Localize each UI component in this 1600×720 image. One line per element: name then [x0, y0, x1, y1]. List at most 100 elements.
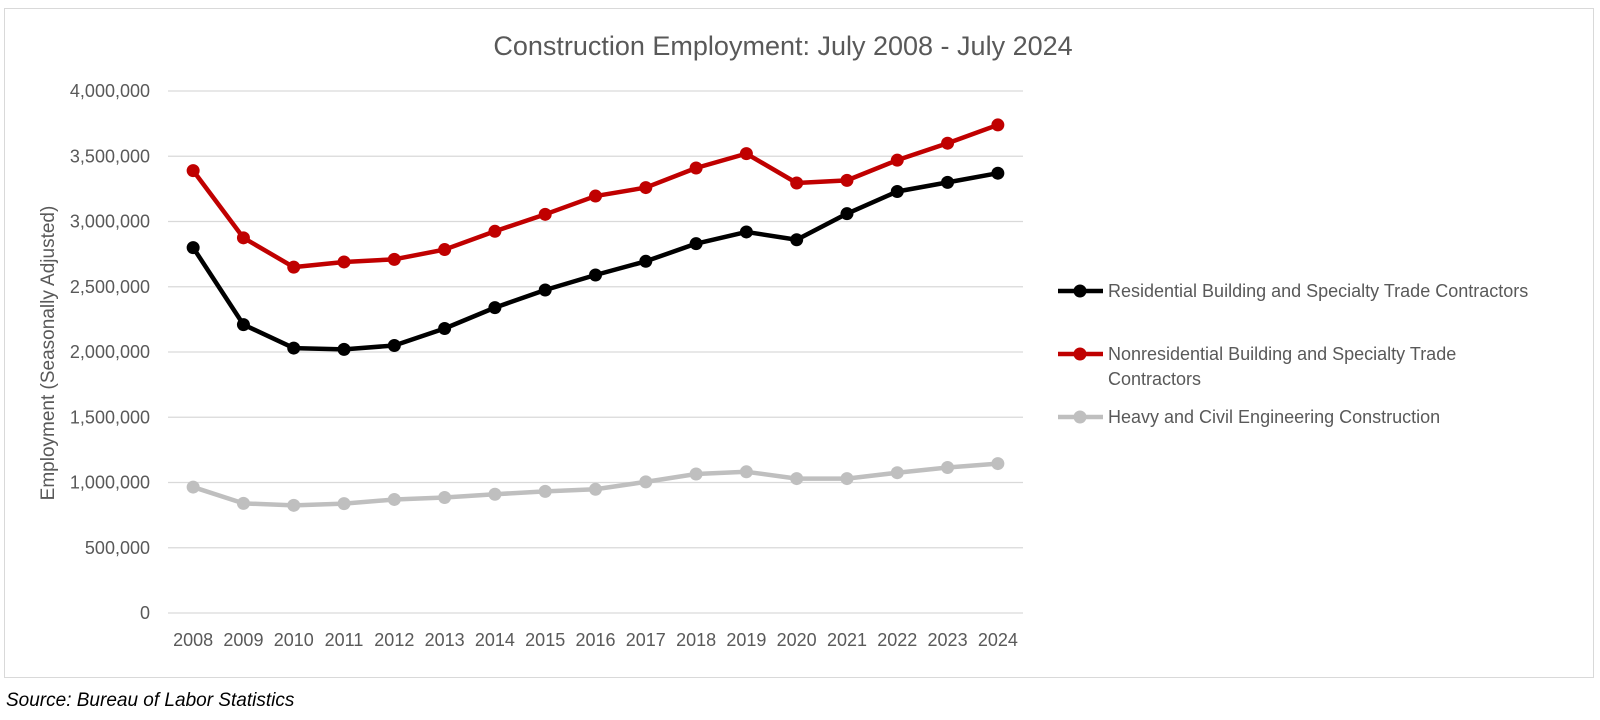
data-point: [991, 166, 1005, 180]
data-point: [186, 164, 200, 178]
data-point: [589, 268, 602, 282]
data-point: [337, 255, 351, 269]
data-point: [589, 482, 602, 496]
legend-item: Nonresidential Building and Specialty Tr…: [1058, 344, 1456, 389]
x-tick-label: 2010: [274, 630, 314, 650]
data-point: [387, 492, 401, 506]
data-point: [438, 322, 452, 336]
x-tick-label: 2013: [425, 630, 465, 650]
data-point: [991, 457, 1005, 471]
data-point: [739, 465, 753, 479]
legend-swatch-marker: [1073, 410, 1087, 424]
x-tick-label: 2011: [325, 630, 364, 650]
data-point: [438, 243, 452, 257]
data-point: [589, 189, 602, 203]
data-point: [387, 252, 401, 266]
data-point: [186, 480, 200, 494]
data-point: [840, 472, 854, 486]
y-tick-label: 3,000,000: [70, 212, 150, 232]
legend: Residential Building and Specialty Trade…: [1058, 281, 1528, 427]
data-point: [438, 491, 452, 505]
data-point: [941, 460, 955, 474]
data-point: [387, 338, 401, 352]
data-point: [790, 233, 804, 247]
data-point: [488, 224, 502, 238]
data-point: [840, 207, 854, 221]
x-axis-ticks: 2008 2009 2010 2011 2012 2013 2014 2015 2016 2017…: [173, 630, 1018, 650]
data-point: [739, 225, 753, 239]
legend-label: Residential Building and Specialty Trade…: [1108, 281, 1528, 301]
data-point: [941, 136, 955, 150]
x-tick-label: 2018: [676, 630, 716, 650]
data-point: [941, 175, 955, 189]
x-tick-label: 2019: [726, 630, 766, 650]
x-tick-label: 2024: [978, 630, 1018, 650]
data-point: [790, 176, 804, 190]
data-point: [689, 237, 703, 251]
x-tick-label: 2009: [223, 630, 263, 650]
data-point: [538, 207, 552, 221]
data-point: [840, 173, 854, 187]
data-point: [287, 260, 301, 274]
y-tick-label: 2,500,000: [70, 277, 150, 297]
line-chart: Construction Employment: July 2008 - Jul…: [38, 31, 1528, 650]
legend-swatch-marker: [1073, 347, 1087, 361]
y-tick-label: 0: [140, 603, 150, 623]
x-tick-label: 2022: [877, 630, 917, 650]
data-point: [337, 497, 351, 511]
y-tick-label: 3,500,000: [70, 146, 150, 166]
data-point: [287, 498, 301, 512]
legend-label: Contractors: [1108, 369, 1201, 389]
data-point: [488, 487, 502, 501]
legend-label: Heavy and Civil Engineering Construction: [1108, 407, 1440, 427]
x-tick-label: 2014: [475, 630, 515, 650]
x-tick-label: 2012: [374, 630, 414, 650]
data-point: [337, 342, 351, 356]
data-point: [236, 496, 250, 510]
data-point: [236, 231, 250, 245]
y-tick-label: 1,500,000: [70, 407, 150, 427]
x-tick-label: 2016: [575, 630, 615, 650]
y-tick-label: 500,000: [85, 538, 150, 558]
data-point: [236, 318, 250, 332]
y-tick-label: 2,000,000: [70, 342, 150, 362]
data-point: [287, 341, 301, 355]
data-point: [538, 484, 552, 498]
legend-label: Nonresidential Building and Specialty Tr…: [1108, 344, 1456, 364]
source-note: Source: Bureau of Labor Statistics: [6, 690, 295, 711]
data-point: [639, 254, 653, 268]
data-point: [689, 161, 703, 175]
data-point: [689, 467, 703, 481]
data-point: [639, 475, 653, 489]
x-tick-label: 2008: [173, 630, 213, 650]
x-tick-label: 2015: [525, 630, 565, 650]
x-tick-label: 2017: [626, 630, 666, 650]
gridlines: [168, 90, 1023, 614]
data-point: [890, 153, 904, 167]
data-point: [790, 472, 804, 486]
data-point: [639, 181, 653, 195]
y-tick-label: 4,000,000: [70, 81, 150, 101]
x-tick-label: 2021: [827, 630, 867, 650]
data-point: [186, 241, 200, 255]
x-tick-label: 2023: [928, 630, 968, 650]
chart-title: Construction Employment: July 2008 - Jul…: [493, 31, 1072, 61]
data-point: [890, 466, 904, 480]
data-point: [538, 283, 552, 297]
legend-item: Heavy and Civil Engineering Construction: [1058, 407, 1440, 427]
data-point: [890, 184, 904, 198]
series-0: [186, 166, 1005, 356]
data-point: [739, 147, 753, 161]
series-1: [186, 118, 1005, 274]
y-axis-label: Employment (Seasonally Adjusted): [38, 206, 59, 501]
legend-item: Residential Building and Specialty Trade…: [1058, 281, 1528, 301]
series-2: [186, 457, 1005, 512]
data-point: [991, 118, 1005, 132]
y-tick-label: 1,000,000: [70, 473, 150, 493]
data-point: [488, 301, 502, 315]
series-lines: [186, 118, 1005, 512]
y-axis-ticks: 0 500,000 1,000,000 1,500,000 2,000,000 2,500…: [70, 81, 150, 623]
x-tick-label: 2020: [777, 630, 817, 650]
chart-frame: [4, 8, 1594, 678]
legend-swatch-marker: [1073, 284, 1087, 298]
